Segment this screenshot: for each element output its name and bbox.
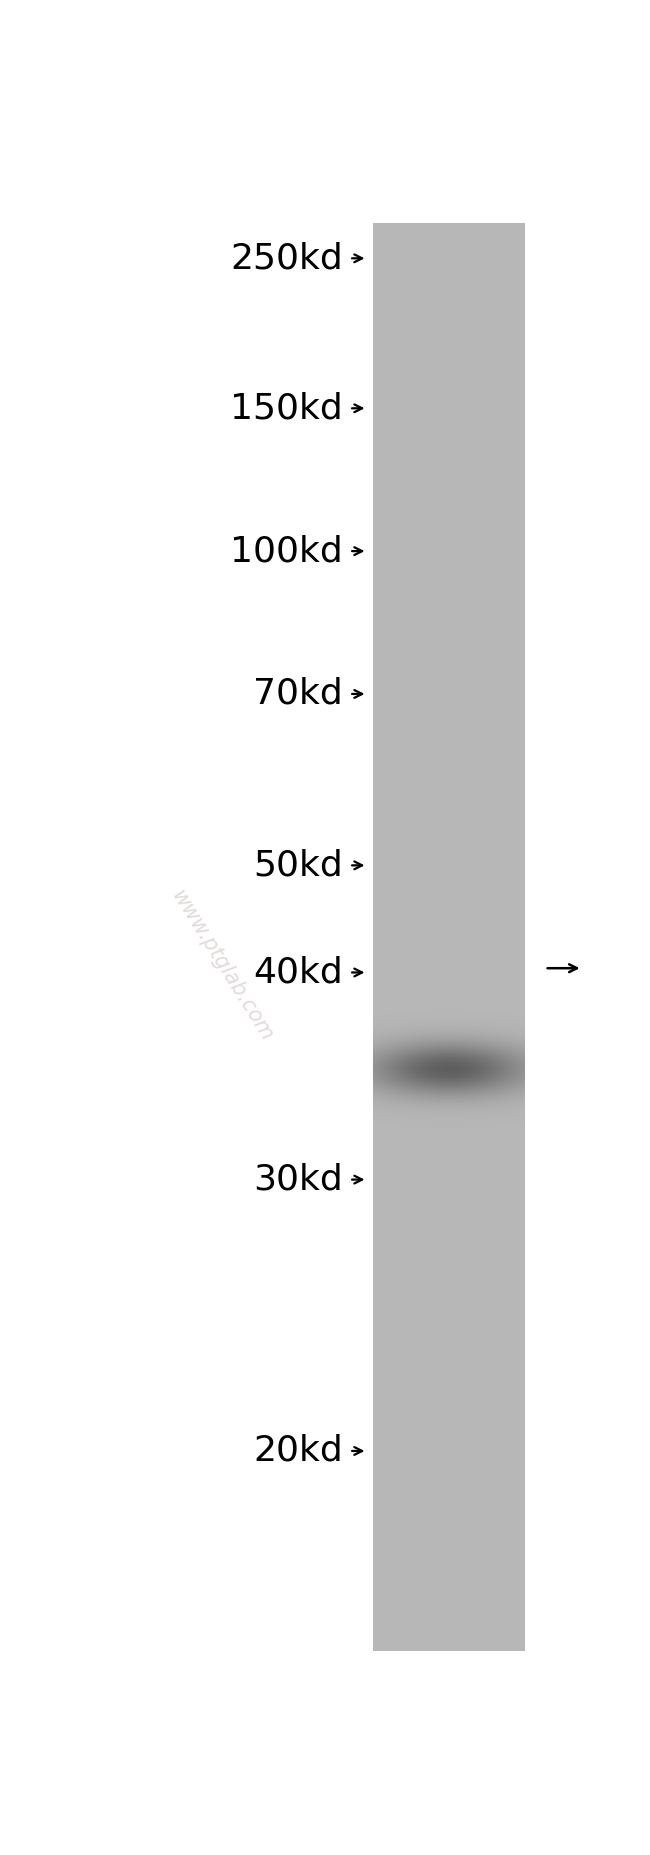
Text: 100kd: 100kd [231, 534, 343, 568]
Text: 50kd: 50kd [254, 848, 343, 883]
Text: 30kd: 30kd [254, 1163, 343, 1196]
Text: www.ptglab.com: www.ptglab.com [168, 887, 277, 1044]
Text: 40kd: 40kd [254, 955, 343, 989]
Text: 150kd: 150kd [231, 391, 343, 425]
Text: 250kd: 250kd [231, 241, 343, 275]
Text: 20kd: 20kd [254, 1434, 343, 1467]
Text: 70kd: 70kd [254, 677, 343, 710]
